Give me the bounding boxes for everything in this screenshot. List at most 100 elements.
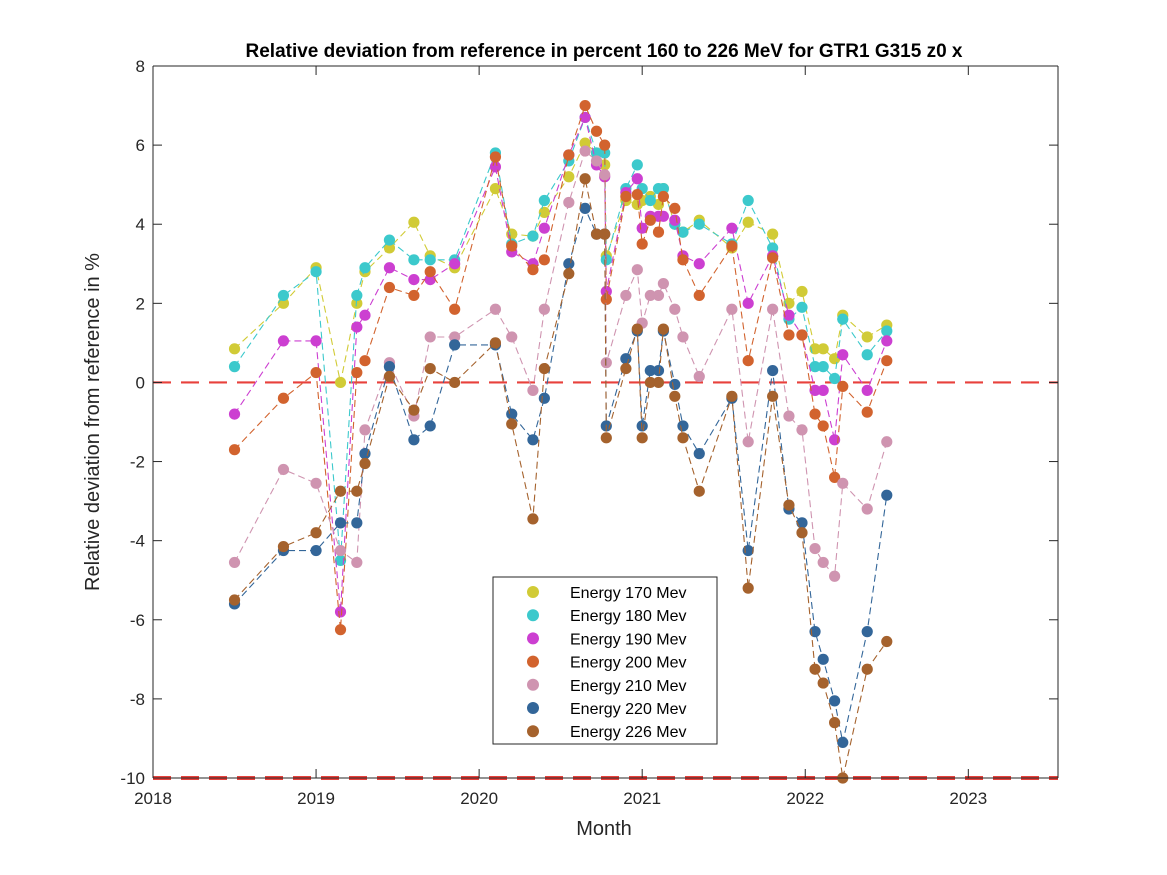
data-point bbox=[563, 258, 575, 270]
data-point bbox=[669, 214, 681, 226]
data-point bbox=[310, 527, 322, 539]
data-point bbox=[693, 258, 705, 270]
x-tick-label: 2021 bbox=[623, 789, 661, 808]
data-point bbox=[228, 343, 241, 355]
data-point bbox=[631, 323, 643, 335]
data-point bbox=[767, 364, 779, 377]
data-point bbox=[669, 202, 681, 214]
data-point bbox=[693, 289, 705, 302]
legend-label-0: Energy 170 Mev bbox=[570, 585, 687, 602]
data-point bbox=[809, 542, 821, 555]
data-point bbox=[449, 339, 461, 351]
data-point bbox=[506, 331, 518, 343]
data-point bbox=[767, 242, 779, 254]
data-point bbox=[383, 242, 396, 254]
data-point bbox=[783, 309, 795, 321]
data-point bbox=[579, 99, 591, 112]
data-point bbox=[742, 582, 754, 594]
data-point bbox=[861, 663, 873, 675]
data-point bbox=[527, 434, 539, 446]
data-point bbox=[829, 695, 841, 707]
data-point bbox=[563, 196, 575, 209]
data-point bbox=[334, 544, 347, 557]
data-point bbox=[742, 544, 754, 557]
data-point bbox=[620, 363, 632, 375]
y-tick-label: -8 bbox=[130, 690, 145, 709]
data-point bbox=[817, 343, 829, 355]
legend-marker-4 bbox=[527, 678, 539, 691]
data-point bbox=[563, 149, 575, 161]
data-point bbox=[657, 183, 669, 195]
data-point bbox=[742, 436, 754, 448]
y-tick-label: -10 bbox=[120, 769, 145, 788]
data-point bbox=[693, 370, 705, 383]
data-point bbox=[310, 266, 322, 278]
legend-marker-3 bbox=[527, 655, 539, 668]
data-point bbox=[796, 329, 808, 341]
legend-marker-1 bbox=[527, 609, 539, 622]
data-point bbox=[408, 434, 420, 446]
data-point bbox=[644, 214, 656, 226]
data-point bbox=[809, 663, 821, 675]
data-point bbox=[424, 363, 436, 375]
data-point bbox=[829, 717, 841, 729]
data-point bbox=[652, 364, 665, 377]
legend-marker-5 bbox=[527, 702, 539, 714]
y-tick-label: -6 bbox=[130, 611, 145, 630]
data-point bbox=[351, 485, 363, 497]
data-point bbox=[652, 226, 665, 238]
data-point bbox=[277, 335, 290, 347]
data-point bbox=[796, 424, 808, 436]
data-point bbox=[644, 364, 656, 377]
data-point bbox=[742, 297, 754, 309]
data-point bbox=[726, 390, 738, 402]
data-point bbox=[527, 384, 539, 396]
data-point bbox=[767, 390, 779, 402]
data-point bbox=[408, 274, 420, 286]
data-point bbox=[631, 264, 643, 276]
data-point bbox=[538, 363, 550, 375]
data-point bbox=[631, 159, 643, 171]
data-point bbox=[527, 264, 539, 276]
data-point bbox=[489, 303, 502, 315]
series-1 bbox=[228, 111, 893, 567]
x-tick-label: 2018 bbox=[134, 789, 172, 808]
data-point bbox=[590, 155, 603, 167]
y-axis-label: Relative deviation from reference in % bbox=[82, 253, 104, 591]
data-point bbox=[579, 145, 591, 157]
data-point bbox=[693, 218, 705, 230]
x-tick-label: 2023 bbox=[949, 789, 987, 808]
data-point bbox=[829, 471, 841, 483]
data-point bbox=[631, 173, 643, 185]
data-point bbox=[351, 321, 363, 333]
data-point bbox=[600, 432, 612, 444]
data-point bbox=[809, 384, 821, 396]
x-axis-label: Month bbox=[576, 818, 632, 840]
data-point bbox=[506, 418, 518, 430]
data-point bbox=[563, 268, 575, 280]
data-point bbox=[538, 206, 550, 218]
data-point bbox=[677, 432, 689, 444]
data-point bbox=[351, 289, 363, 302]
data-point bbox=[742, 194, 754, 207]
data-point bbox=[652, 376, 665, 389]
y-tick-label: 2 bbox=[136, 294, 145, 313]
data-point bbox=[742, 355, 754, 367]
data-point bbox=[837, 380, 849, 392]
data-point bbox=[829, 372, 841, 385]
data-point bbox=[310, 544, 322, 557]
y-ticks: -10 -8 -6 -4 -2 0 2 4 6 8 bbox=[120, 57, 1058, 788]
data-point bbox=[359, 457, 371, 470]
data-point bbox=[669, 390, 681, 402]
data-point bbox=[636, 238, 648, 250]
series-layer bbox=[228, 99, 893, 784]
data-point bbox=[837, 349, 849, 361]
data-point bbox=[506, 240, 518, 252]
data-point bbox=[599, 139, 611, 151]
data-point bbox=[408, 289, 420, 302]
data-point bbox=[359, 262, 371, 274]
data-point bbox=[449, 331, 461, 343]
data-point bbox=[631, 188, 643, 201]
data-point bbox=[424, 331, 436, 343]
data-point bbox=[228, 408, 241, 420]
